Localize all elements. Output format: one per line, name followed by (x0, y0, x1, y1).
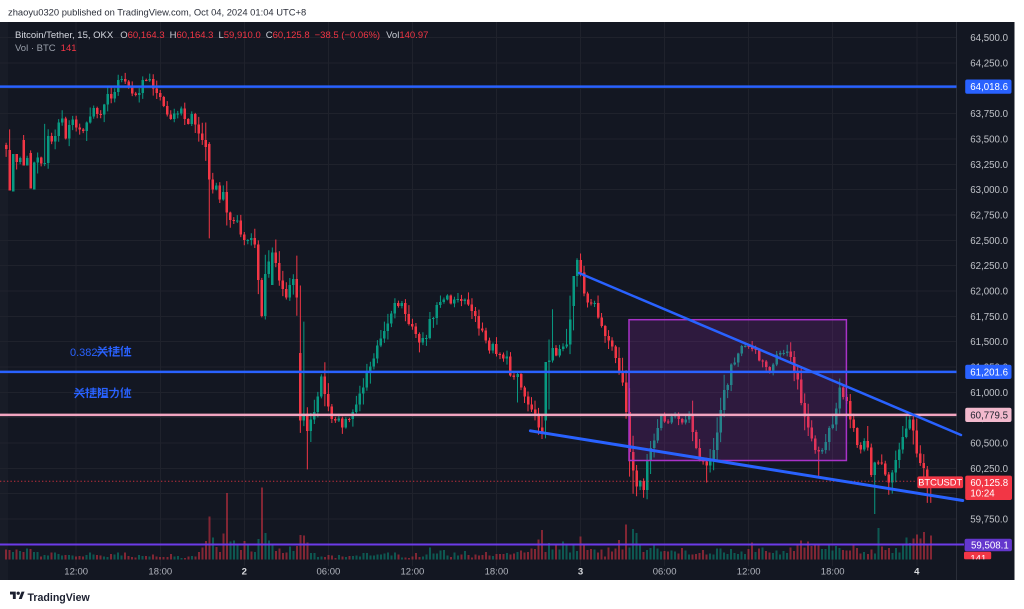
svg-text:61,750.0: 61,750.0 (970, 312, 1008, 323)
svg-text:18:00: 18:00 (148, 567, 172, 578)
svg-text:4: 4 (914, 567, 920, 578)
svg-text:62,000.0: 62,000.0 (970, 286, 1008, 297)
svg-text:10:24: 10:24 (970, 489, 995, 500)
svg-text:61,201.6: 61,201.6 (970, 367, 1008, 378)
svg-text:06:00: 06:00 (317, 567, 341, 578)
svg-text:60,500.0: 60,500.0 (970, 438, 1008, 449)
svg-text:63,750.0: 63,750.0 (970, 109, 1008, 120)
svg-text:59,508.1: 59,508.1 (971, 541, 1009, 552)
svg-text:0.382: 0.382 (70, 347, 98, 359)
svg-text:63,500.0: 63,500.0 (970, 134, 1008, 145)
svg-text:62,250.0: 62,250.0 (970, 261, 1008, 272)
svg-text:61,500.0: 61,500.0 (970, 337, 1008, 348)
svg-text:60,779.5: 60,779.5 (970, 410, 1008, 421)
svg-text:64,500.0: 64,500.0 (970, 33, 1008, 44)
svg-text:12:00: 12:00 (737, 567, 761, 578)
svg-text:62,500.0: 62,500.0 (970, 236, 1008, 247)
svg-text:62,750.0: 62,750.0 (970, 210, 1008, 221)
svg-text:63,250.0: 63,250.0 (970, 160, 1008, 171)
svg-text:64,018.6: 64,018.6 (970, 82, 1008, 93)
svg-text:12:00: 12:00 (401, 567, 425, 578)
svg-text:64,250.0: 64,250.0 (970, 58, 1008, 69)
svg-text:63,000.0: 63,000.0 (970, 185, 1008, 196)
svg-text:61,000.0: 61,000.0 (970, 388, 1008, 399)
svg-text:2: 2 (242, 567, 247, 578)
svg-text:3: 3 (578, 567, 583, 578)
svg-text:18:00: 18:00 (485, 567, 509, 578)
svg-text:141: 141 (970, 553, 986, 564)
svg-text:18:00: 18:00 (821, 567, 845, 578)
svg-text:06:00: 06:00 (653, 567, 677, 578)
svg-text:TradingView: TradingView (28, 592, 91, 604)
svg-text:60,125.8: 60,125.8 (970, 478, 1008, 489)
svg-text:60,250.0: 60,250.0 (970, 464, 1008, 475)
svg-text:BTCUSDT: BTCUSDT (918, 478, 962, 488)
svg-text:59,750.0: 59,750.0 (970, 514, 1008, 525)
svg-text:12:00: 12:00 (64, 567, 88, 578)
svg-text:zhaoyu0320 published on Tradin: zhaoyu0320 published on TradingView.com,… (8, 7, 306, 18)
